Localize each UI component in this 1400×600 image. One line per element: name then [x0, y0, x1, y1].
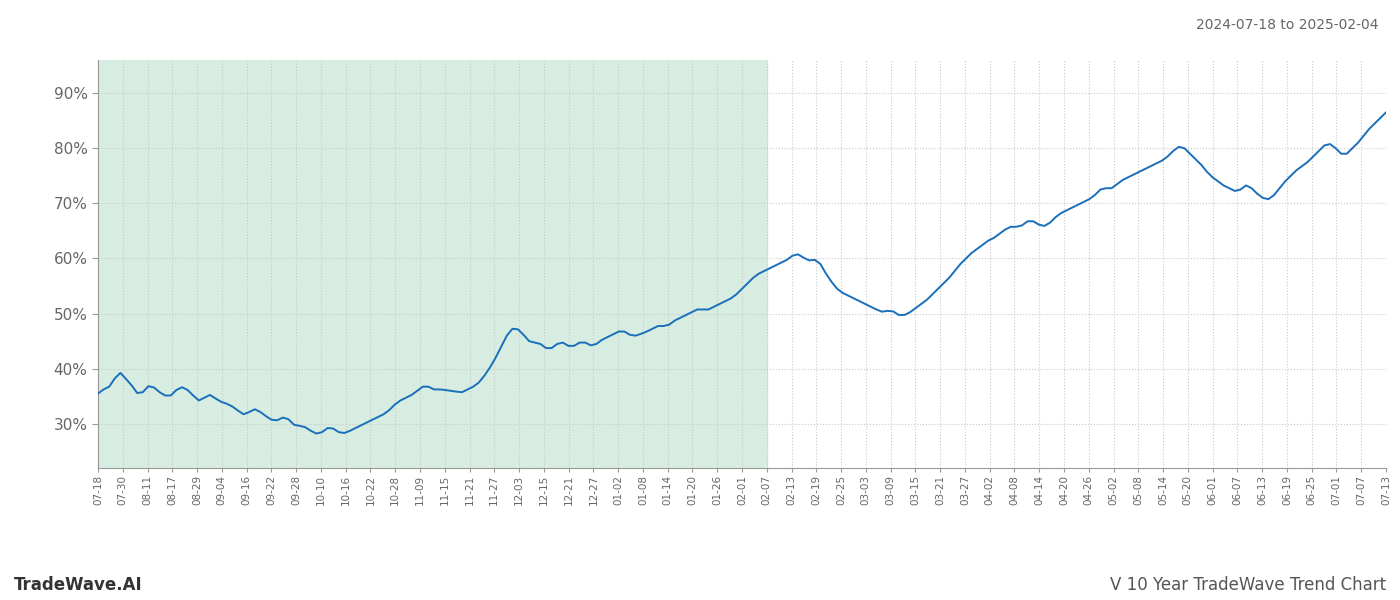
Text: TradeWave.AI: TradeWave.AI: [14, 576, 143, 594]
Text: 2024-07-18 to 2025-02-04: 2024-07-18 to 2025-02-04: [1197, 18, 1379, 32]
Text: V 10 Year TradeWave Trend Chart: V 10 Year TradeWave Trend Chart: [1110, 576, 1386, 594]
Bar: [98, 60, 767, 468]
